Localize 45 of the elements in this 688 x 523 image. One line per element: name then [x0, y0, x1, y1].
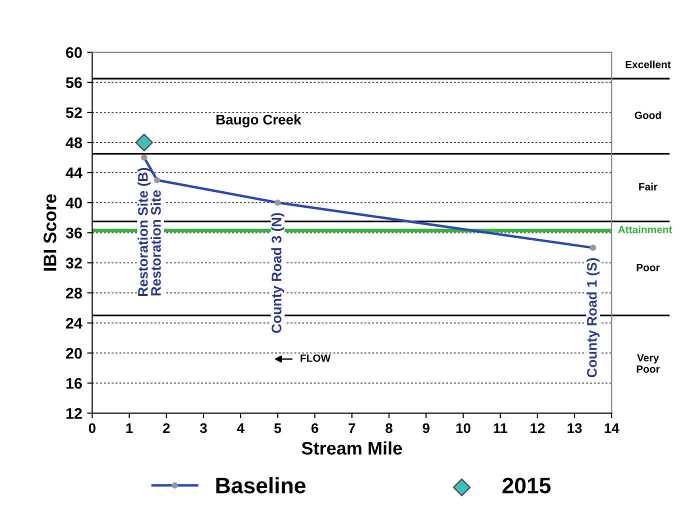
text: Very Poor — [636, 354, 660, 373]
x-tick-label: 8 — [386, 423, 392, 434]
annotation: County Road 3 (N) — [271, 213, 284, 333]
y-tick-label: 52 — [66, 107, 82, 118]
y-tick-label: 48 — [66, 137, 82, 148]
y-tick-label: 32 — [66, 258, 82, 269]
x-tick-label: 9 — [422, 423, 430, 434]
annotation: FLOW — [300, 354, 331, 362]
y-tick-label: 56 — [66, 77, 82, 88]
x-tick-label: 6 — [311, 423, 318, 434]
y-tick-label: 16 — [66, 378, 82, 389]
x-tick-label: 5 — [274, 423, 282, 434]
annotation: County Road 1 (S) — [586, 258, 600, 378]
ref-line-label: Attainment — [618, 226, 672, 234]
x-tick-label: 1 — [126, 423, 133, 433]
text: Baugo Creek — [216, 114, 302, 128]
legend-label: 2015 — [502, 478, 551, 494]
text: Good — [634, 111, 661, 119]
annotation: Restoration Site — [150, 190, 161, 296]
point — [135, 134, 154, 152]
text: Poor — [636, 264, 660, 272]
x-tick-label: 10 — [456, 423, 470, 434]
y-tick-label: 28 — [66, 288, 82, 299]
x-tick-label: 11 — [494, 423, 508, 433]
y-tick-label: 20 — [66, 348, 82, 359]
x-tick-label: 14 — [604, 423, 620, 433]
y-tick-label: 60 — [66, 47, 82, 58]
x-tick-label: 13 — [568, 423, 582, 434]
x-tick-label: 4 — [236, 423, 244, 433]
y-axis-title: IBI Score — [44, 194, 56, 271]
y-tick-label: 24 — [66, 318, 82, 328]
legend-label: Baseline — [216, 477, 306, 494]
x-tick-label: 0 — [88, 423, 96, 434]
y-tick-label: 40 — [66, 198, 82, 208]
annotation: Restoration Site (B) — [138, 168, 151, 296]
text: Excellent — [626, 60, 671, 68]
text: Fair — [639, 182, 658, 190]
y-tick-label: 44 — [66, 168, 82, 178]
x-tick-label: 2 — [163, 423, 170, 433]
x-tick-label: 3 — [200, 423, 207, 434]
x-tick-label: 7 — [348, 423, 356, 433]
x-tick-label: 12 — [530, 423, 545, 433]
y-tick-label: 36 — [66, 228, 82, 238]
x-axis-title: Stream Mile — [302, 441, 402, 455]
y-tick-label: 12 — [66, 408, 82, 419]
